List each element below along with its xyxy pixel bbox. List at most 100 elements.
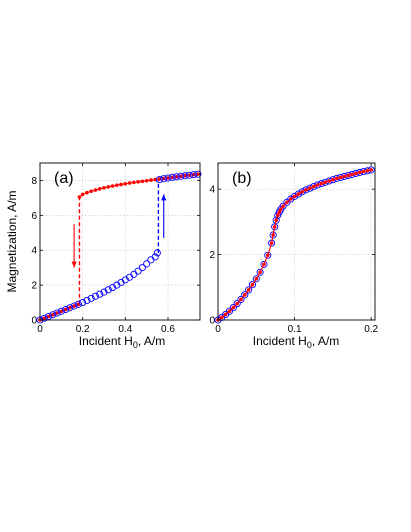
data-point xyxy=(357,170,362,175)
series-0 xyxy=(214,166,375,324)
data-point xyxy=(77,195,82,199)
x-tick-label: 0.1 xyxy=(288,324,302,335)
data-point xyxy=(153,249,161,257)
x-axis-label: Incident H0, A/m xyxy=(79,334,165,350)
data-point xyxy=(85,190,89,195)
data-point xyxy=(110,184,115,188)
data-point xyxy=(327,179,331,183)
data-point xyxy=(172,173,181,181)
plot-frame xyxy=(39,162,201,321)
y-tick-label: 2 xyxy=(31,281,37,292)
data-point xyxy=(350,172,354,177)
data-point xyxy=(258,270,262,275)
data-point xyxy=(323,180,328,185)
x-axis-label-main: Incident H xyxy=(79,334,133,348)
data-point xyxy=(229,304,237,312)
data-point xyxy=(136,180,140,184)
data-point xyxy=(241,291,249,299)
data-point xyxy=(291,192,299,200)
x-tick-label: 0.2 xyxy=(364,324,378,335)
data-point xyxy=(319,181,324,186)
x-tick-label: 0 xyxy=(37,324,43,335)
data-point xyxy=(147,256,155,264)
data-point xyxy=(223,312,228,317)
data-point xyxy=(225,307,234,315)
data-point xyxy=(294,190,302,198)
x-tick-label: 0 xyxy=(215,324,221,335)
data-point xyxy=(272,224,277,229)
x-tick-label: 0.2 xyxy=(76,324,90,335)
data-point xyxy=(87,294,95,302)
x-axis-label-unit: , A/m xyxy=(138,334,165,348)
data-point xyxy=(119,182,123,187)
y-tick-label: 2 xyxy=(209,250,215,261)
x-tick-label: 0.6 xyxy=(161,324,175,335)
data-point xyxy=(233,300,241,308)
data-point xyxy=(97,187,102,191)
data-point xyxy=(231,305,236,310)
data-point xyxy=(365,169,370,173)
y-tick-label: 4 xyxy=(31,246,37,257)
arrow-head xyxy=(161,194,167,201)
panel-label: (b) xyxy=(232,170,252,187)
data-point xyxy=(96,290,104,298)
data-point xyxy=(127,181,132,185)
data-point xyxy=(130,270,138,278)
data-point xyxy=(269,231,277,239)
data-point xyxy=(288,197,293,201)
series-1 xyxy=(216,168,373,322)
data-point xyxy=(151,253,159,261)
data-point xyxy=(108,284,117,292)
data-point xyxy=(115,183,119,187)
data-point xyxy=(271,223,279,231)
data-point xyxy=(140,179,145,184)
y-tick-label: 0 xyxy=(31,316,37,327)
series-0 xyxy=(38,172,200,322)
y-tick-label: 4 xyxy=(209,185,215,196)
data-point xyxy=(80,192,85,197)
data-point xyxy=(185,171,193,179)
data-point xyxy=(83,296,91,305)
data-point xyxy=(89,189,93,194)
x-axis-label-subscript: 0 xyxy=(133,340,138,350)
data-point xyxy=(190,171,198,179)
data-point xyxy=(254,276,259,281)
data-point xyxy=(252,275,260,283)
data-point xyxy=(292,194,297,199)
data-point xyxy=(275,213,280,218)
data-point xyxy=(279,202,287,210)
y-axis-label: Magnetization, A/m xyxy=(5,190,19,292)
data-point xyxy=(361,169,366,174)
data-point xyxy=(181,172,189,180)
data-point xyxy=(315,183,320,187)
data-point xyxy=(311,184,316,189)
data-point xyxy=(300,189,305,194)
data-point xyxy=(40,314,48,322)
data-point xyxy=(269,241,274,245)
data-point xyxy=(227,309,232,313)
data-point xyxy=(296,192,301,196)
data-point xyxy=(256,268,264,276)
data-point xyxy=(155,176,164,184)
panel-label: (a) xyxy=(54,170,74,187)
data-point xyxy=(245,286,253,294)
data-point xyxy=(279,207,283,212)
data-point xyxy=(93,188,98,192)
data-point xyxy=(235,301,239,306)
plot-frame xyxy=(217,162,376,321)
data-point xyxy=(100,288,108,296)
series-1 xyxy=(36,170,202,324)
data-point xyxy=(277,210,282,214)
data-point xyxy=(285,200,289,205)
data-point xyxy=(168,173,176,181)
data-point xyxy=(281,204,285,208)
data-point xyxy=(102,185,106,190)
data-point xyxy=(144,178,149,183)
data-point xyxy=(268,239,276,247)
data-point xyxy=(134,267,142,275)
data-point xyxy=(298,188,306,196)
data-point xyxy=(237,295,245,303)
x-axis-label-unit: , A/m xyxy=(312,334,339,348)
